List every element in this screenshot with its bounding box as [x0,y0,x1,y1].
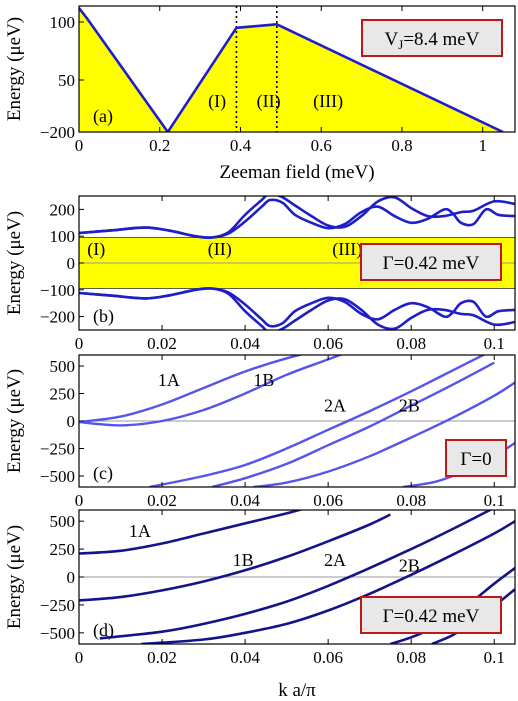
y-tick-label: 100 [50,13,76,32]
x-tick-label: 0.4 [230,136,252,155]
y-tick-label: 250 [50,385,76,404]
series-line [149,355,486,487]
y-axis-label: Energy (μeV) [4,525,25,629]
y-axis-label: Energy (μeV) [4,17,25,121]
x-tick-label: 0.08 [396,491,426,510]
panel-b: 0 0.02 0.04 0.06 0.08 0.1 200 100 0 −100 −200 Energ… [4,195,516,353]
curve-annotation: 1A [129,521,151,541]
curve-annotation: 2A [324,396,346,416]
region-label: (I) [208,91,226,112]
panel-a: 0 0.2 0.4 0.6 0.8 1 100 50 −200 Energy (μeV) Zeema… [4,5,516,183]
parameter-symbol: V [385,29,399,50]
region-label: (III) [313,91,343,112]
x-tick-label: 0.06 [313,491,343,510]
x-tick-label: 0.08 [396,334,426,353]
parameter-box [360,596,502,634]
series-line [99,510,493,640]
series-line [79,196,515,240]
curve-annotation: 2A [324,550,346,570]
x-tick-label: 0.04 [230,491,260,510]
x-tick-label: 0.1 [484,491,505,510]
y-tick-label: 100 [50,227,76,246]
x-tick-label: 1 [478,136,487,155]
region-label: (I) [87,239,105,260]
y-tick-label: 500 [50,357,76,376]
x-tick-label: 0.6 [311,136,332,155]
parameter-box [445,439,507,477]
parameter-text: Γ=0.42 meV [383,606,480,627]
x-tick-label: 0.04 [230,334,260,353]
y-axis-label: Energy (μeV) [4,369,25,473]
panel-c: 0 0.02 0.04 0.06 0.08 0.1 500 250 0 −250 −500 Energ… [4,354,516,510]
y-tick-label: −500 [40,624,75,643]
series-line [141,520,515,644]
y-tick-label: 50 [58,71,75,90]
x-tick-label: 0.02 [147,491,177,510]
curve-annotation: 1B [253,370,274,390]
x-tick-label: 0 [75,648,84,667]
parameter-text: Γ=0.42 meV [383,253,480,274]
x-tick-label: 0.02 [147,648,177,667]
parameter-symbol: Γ=0.42 meV [383,253,480,274]
parameter-symbol: Γ=0.42 meV [383,606,480,627]
panel-label: (d) [93,620,114,641]
parameter-box [361,19,503,57]
y-tick-label: −200 [40,123,75,142]
series-line [79,510,305,555]
x-tick-label: 0.06 [313,648,343,667]
parameter-value: =8.4 meV [403,29,479,50]
curve-annotation: 1A [158,370,180,390]
panel-label: (b) [93,306,114,327]
region-label: (II) [208,239,232,260]
x-tick-label: 0.06 [313,334,343,353]
series-line [79,513,391,602]
y-tick-label: 0 [67,254,76,273]
region-label: (III) [332,239,362,260]
x-tick-label: 0 [75,334,84,353]
x-axis-label: k a/π [278,680,316,701]
y-tick-label: 0 [67,412,76,431]
y-tick-label: 200 [50,200,76,219]
x-tick-label: 0.2 [149,136,170,155]
x-tick-label: 0 [75,136,84,155]
parameter-subscript: J [398,37,403,52]
y-tick-label: −500 [40,467,75,486]
series-line [79,355,305,424]
yellow-region [79,8,503,132]
x-tick-label: 0.02 [147,334,177,353]
curve-annotation: 2B [399,555,420,575]
panel-label: (a) [93,106,113,127]
curve-annotation: 2B [399,396,420,416]
series-line-mirror [79,286,515,330]
x-tick-label: 0.1 [484,334,505,353]
x-tick-label: 0 [75,491,84,510]
y-tick-label: −250 [40,596,75,615]
series-line [253,381,515,487]
region-label: (II) [257,91,281,112]
plot-frame [78,5,516,133]
x-tick-label: 0.1 [484,648,505,667]
y-tick-label: 0 [67,568,76,587]
panel-d: 0 0.02 0.04 0.06 0.08 0.1 500 250 0 −250 −500 Energ… [4,509,516,701]
x-tick-label: 0.8 [391,136,412,155]
parameter-text: Γ=0 [460,449,491,470]
parameter-box [360,243,502,281]
series-line [79,7,504,132]
curve-annotation: 1B [233,550,254,570]
y-tick-label: −250 [40,440,75,459]
series-line [211,361,495,487]
y-tick-label: 500 [50,512,76,531]
y-tick-label: 250 [50,540,76,559]
y-axis-label: Energy (μeV) [4,211,25,315]
parameter-text: VJ=8.4 meV [385,29,480,52]
y-tick-label: −200 [40,308,75,327]
y-tick-label: −100 [40,281,75,300]
x-axis-label: Zeeman field (meV) [219,162,374,183]
x-tick-label: 0.08 [396,648,426,667]
x-tick-label: 0.04 [230,648,260,667]
panel-label: (c) [93,463,113,484]
parameter-symbol: Γ=0 [460,449,491,470]
series-line [79,355,344,427]
